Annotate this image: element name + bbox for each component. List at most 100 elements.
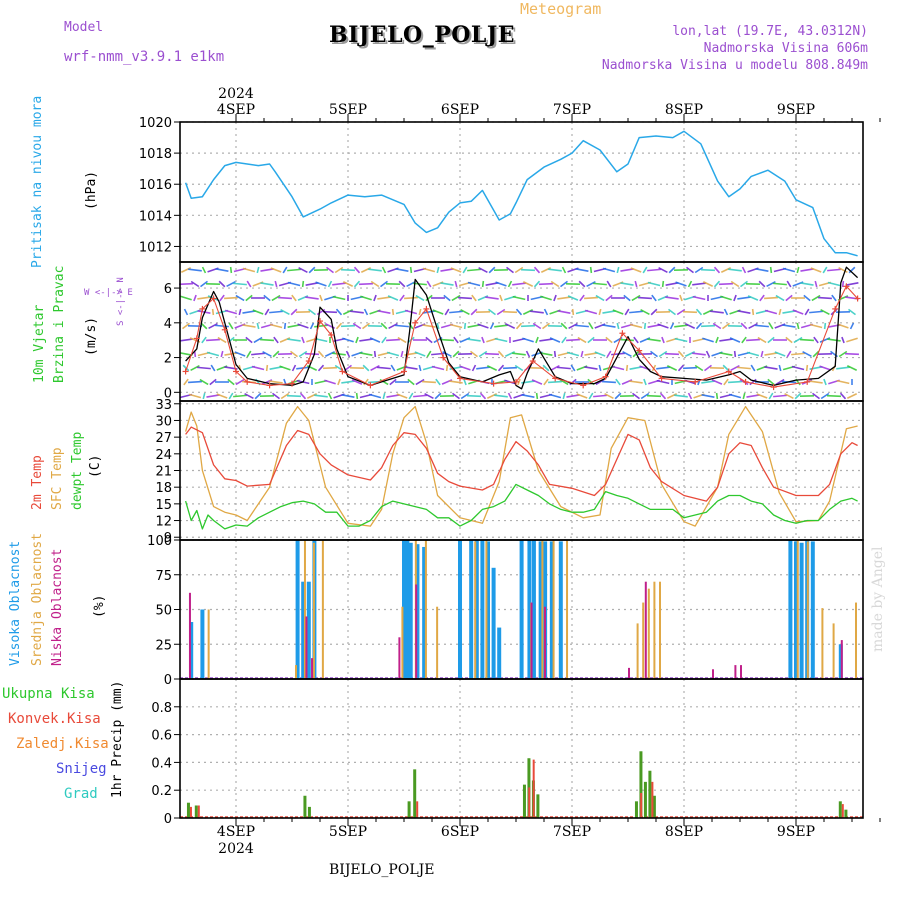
wind-arrow <box>242 380 256 384</box>
dewpoint-line <box>184 483 858 530</box>
wind-arrow <box>561 336 567 344</box>
wind-arrow <box>719 393 733 399</box>
wind-arrow <box>702 281 714 287</box>
wind-arrow <box>540 267 552 273</box>
wind-arrow <box>683 310 697 314</box>
wind-arrow <box>201 266 207 274</box>
wind-arrow <box>368 393 382 399</box>
wind-arrow <box>390 364 396 372</box>
wind-arrow <box>377 366 391 370</box>
wind-arrow <box>584 366 598 370</box>
wind-arrow <box>784 392 794 400</box>
mid-cloud-bar <box>541 540 544 679</box>
wind-arrow <box>813 336 819 344</box>
wind-arrow <box>805 364 809 372</box>
wind-arrow <box>324 379 336 385</box>
wind-arrow <box>632 350 640 358</box>
wind-arrow <box>291 294 297 302</box>
wind-arrow <box>800 323 814 329</box>
wind-arrow <box>422 310 436 314</box>
low-cloud-bar <box>415 584 418 679</box>
wind-arrow <box>531 379 543 385</box>
wind-arrow <box>728 268 742 272</box>
wind-arrow <box>220 350 224 358</box>
wind-arrow <box>740 280 748 288</box>
wind-arrow <box>630 267 642 273</box>
wind-arrow <box>228 392 234 400</box>
wind-arrow <box>381 336 387 344</box>
day-label-bottom: 5SEP <box>329 824 367 840</box>
precip-total-bar <box>194 805 198 818</box>
wind-arrow <box>792 281 804 287</box>
wind-arrow <box>308 308 316 316</box>
wind-arrow <box>179 338 193 342</box>
wind-arrow <box>332 295 346 301</box>
wind-arrow <box>512 295 526 301</box>
y-tick-label: 1012 <box>139 240 172 255</box>
wind-arrow <box>647 323 661 329</box>
wind-arrow <box>314 379 328 385</box>
high-cloud-bar <box>519 540 524 679</box>
wind-arrow <box>567 295 579 301</box>
wind-arrow <box>800 282 814 286</box>
temp-unit: (C) <box>88 454 103 478</box>
wind-arrow <box>773 282 787 286</box>
wind-arrow <box>373 294 377 302</box>
precip-conv-bar <box>651 781 654 818</box>
wind-arrow <box>846 365 858 371</box>
wind-arrow <box>407 378 415 386</box>
wind-arrow <box>749 378 757 386</box>
wind-arrow <box>179 282 193 286</box>
wind-arrow <box>531 351 543 357</box>
wind-arrow <box>647 394 661 398</box>
wind-arrow <box>360 267 372 273</box>
wind-arrow <box>804 308 810 316</box>
wind-arrow <box>657 323 669 329</box>
wind-arrow <box>666 393 678 399</box>
y-tick-label: 2 <box>164 352 172 367</box>
wind-arrow <box>711 351 723 357</box>
wind-arrow <box>543 378 549 386</box>
wind-arrow <box>701 393 715 399</box>
mid-cloud-bar <box>653 581 656 679</box>
wind-arrow <box>507 392 513 400</box>
mid-cloud-bar <box>659 581 661 679</box>
wind-arrow <box>368 268 382 272</box>
y-tick-label: 1018 <box>139 147 172 162</box>
model-label: Model <box>64 20 104 35</box>
wind-arrow <box>795 378 801 386</box>
wind-arrow <box>568 322 578 330</box>
wind-label-1: 10m Vjetar <box>32 304 47 383</box>
wind-arrow <box>246 280 252 288</box>
wind-arrow <box>297 295 309 301</box>
precip-total-bar <box>527 758 531 818</box>
wind-arrow <box>514 364 524 372</box>
wind-arrow <box>216 393 228 399</box>
wind-arrow <box>668 266 676 274</box>
wind-arrow <box>431 352 445 356</box>
wind-arrow <box>722 322 730 330</box>
wind-arrow <box>350 310 364 314</box>
wind-arrow <box>704 364 712 372</box>
wind-arrow <box>415 378 425 386</box>
wind-arrow <box>327 280 333 288</box>
wind-arrow <box>454 280 458 288</box>
wind-arrow <box>517 378 521 386</box>
wind-arrow <box>692 282 706 286</box>
wind-arrow <box>570 364 576 372</box>
wind-arrow <box>823 378 827 386</box>
wind-arrow <box>755 324 769 328</box>
wind-arrow <box>674 394 688 398</box>
wind-arrow <box>434 392 442 400</box>
wind-arrow <box>723 378 729 386</box>
wind-arrow <box>710 310 724 314</box>
wind-arrow <box>535 392 539 400</box>
wind-arrow <box>189 337 201 343</box>
wind-arrow <box>775 294 785 302</box>
wind-arrow <box>728 380 742 384</box>
wind-arrow <box>306 337 318 343</box>
wind-arrow <box>345 350 351 358</box>
wind-arrow <box>540 295 552 301</box>
wind-arrow <box>782 310 796 314</box>
wind-arrow <box>408 392 414 400</box>
